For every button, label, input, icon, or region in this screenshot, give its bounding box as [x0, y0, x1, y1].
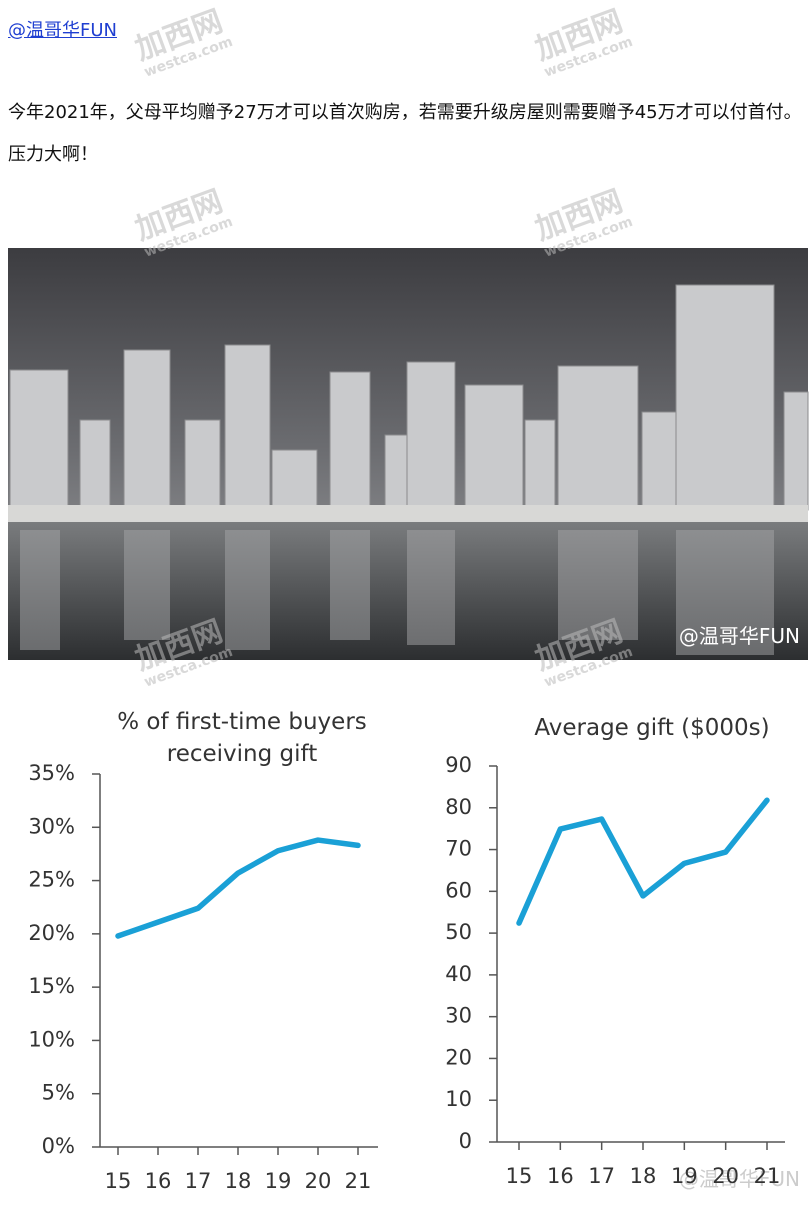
y-tick-label: 50	[445, 920, 472, 944]
x-tick-label: 20	[305, 1169, 332, 1193]
y-tick-label: 20	[445, 1045, 472, 1069]
y-tick-label: 0	[459, 1129, 472, 1153]
x-tick-label: 21	[345, 1169, 372, 1193]
y-tick-label: 35%	[28, 761, 75, 785]
y-tick-label: 10	[445, 1087, 472, 1111]
y-tick-label: 20%	[28, 921, 75, 945]
author-link[interactable]: @温哥华FUN	[8, 20, 117, 41]
y-tick-label: 5%	[42, 1081, 75, 1105]
x-tick-label: 15	[506, 1164, 533, 1188]
x-tick-label: 21	[754, 1164, 781, 1188]
chart: 0 10 20 30 40 50 60 70 80 90 15 16 17 18 19 20 21	[445, 753, 785, 1188]
y-tick-label: 70	[445, 837, 472, 861]
y-tick-label: 25%	[28, 868, 75, 892]
x-tick-label: 18	[630, 1164, 657, 1188]
x-tick-label: 19	[671, 1164, 698, 1188]
chart-title: Average gift ($000s)	[534, 715, 770, 741]
x-tick-label: 16	[145, 1169, 172, 1193]
y-tick-label: 80	[445, 795, 472, 819]
photo: @温哥华FUN	[8, 248, 809, 660]
x-tick-label: 19	[265, 1169, 292, 1193]
y-tick-label: 15%	[28, 974, 75, 998]
y-tick-label: 40	[445, 962, 472, 986]
y-tick-label: 10%	[28, 1027, 75, 1051]
y-tick-label: 30%	[28, 814, 75, 838]
y-tick-label: 0%	[42, 1134, 75, 1158]
y-tick-label: 30	[445, 1004, 472, 1028]
x-tick-label: 15	[105, 1169, 132, 1193]
data-line	[115, 837, 361, 939]
post-text: 今年2021年，父母平均赠予27万才可以首次购房，若需要升级房屋则需要赠予45万…	[8, 102, 802, 165]
photo-credit: @温哥华FUN	[679, 624, 800, 648]
x-tick-label: 17	[185, 1169, 212, 1193]
y-tick-label: 90	[445, 753, 472, 777]
x-tick-label: 16	[547, 1164, 574, 1188]
x-tick-label: 17	[588, 1164, 615, 1188]
x-tick-label: 20	[712, 1164, 739, 1188]
chart-credit: @温哥华FUN	[679, 1167, 800, 1191]
x-tick-label: 18	[225, 1169, 252, 1193]
chart: 0% 5% 10% 15% 20% 25% 30% 35% 15 16 17 18 19 20 21	[28, 761, 378, 1193]
y-tick-label: 60	[445, 878, 472, 902]
data-line	[516, 797, 770, 926]
chart-title: % of first-time buyers receiving gift	[117, 709, 367, 767]
